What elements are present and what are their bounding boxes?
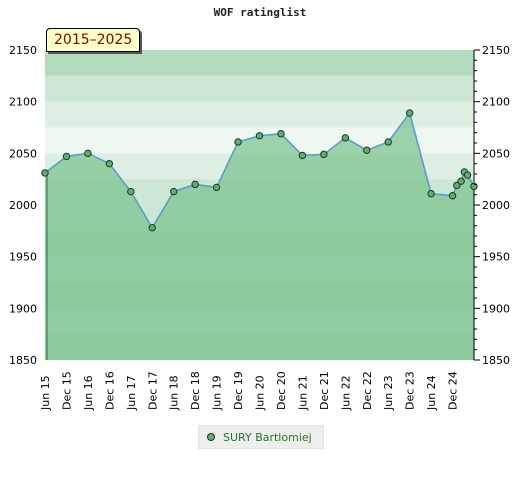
data-point [427, 189, 435, 198]
chart-title: WOF ratinglist [213, 6, 307, 19]
y-tick-label-left: 2050 [9, 147, 37, 160]
y-tick-label-left: 2000 [9, 199, 37, 212]
x-tick-label: Dec 21 [318, 371, 331, 410]
y-tick-label-left: 1850 [9, 354, 37, 367]
data-point [191, 180, 199, 189]
data-point [170, 187, 178, 196]
x-tick-label: Dec 20 [275, 371, 288, 410]
y-tick-label-left: 1950 [9, 251, 37, 264]
data-point [448, 192, 457, 200]
x-tick-label: Jun 21 [296, 375, 309, 411]
data-point [320, 150, 328, 159]
data-point [384, 138, 392, 146]
data-point [234, 138, 242, 146]
x-tick-label: Jun 15 [39, 375, 52, 411]
data-point [363, 146, 371, 154]
data-point [212, 183, 221, 192]
y-tick-label-right: 2100 [482, 96, 510, 109]
legend-marker-icon [207, 433, 215, 441]
data-point [62, 152, 71, 161]
x-tick-label: Jun 16 [82, 375, 95, 411]
x-tick-label: Dec 22 [361, 371, 374, 410]
x-tick-label: Jun 24 [425, 375, 438, 411]
y-tick-label-right: 1900 [482, 302, 510, 315]
x-tick-label: Dec 24 [447, 371, 460, 410]
data-point [255, 132, 264, 140]
x-tick-label: Dec 23 [404, 371, 417, 410]
data-point [41, 169, 49, 177]
legend: SURY Bartlomiej [198, 425, 324, 449]
rating-area [45, 113, 474, 361]
y-axis-right: 1850 1900 1950 2000 2050 2100 2150 [474, 44, 510, 367]
x-tick-label: Dec 17 [146, 371, 159, 410]
x-tick-label: Jun 22 [339, 375, 352, 411]
period-badge: 2015–2025 [46, 28, 141, 52]
x-tick-label: Dec 16 [103, 371, 116, 410]
data-point [298, 151, 307, 160]
background-band [45, 50, 474, 76]
y-tick-label-left: 2150 [9, 44, 37, 57]
x-tick-label: Jun 19 [211, 375, 224, 411]
y-tick-label-right: 2000 [482, 199, 510, 212]
data-point [463, 171, 472, 179]
rating-area-fill [45, 113, 474, 361]
y-tick-label-right: 2050 [482, 147, 510, 160]
x-tick-label: Dec 18 [189, 371, 202, 410]
x-tick-label: Jun 23 [382, 375, 395, 411]
x-tick-label: Dec 15 [60, 371, 73, 410]
y-tick-label-left: 1900 [9, 302, 37, 315]
legend-label: SURY Bartlomiej [223, 430, 312, 444]
x-tick-label: Jun 18 [168, 375, 181, 411]
x-tick-label: Jun 20 [254, 375, 267, 411]
rating-points [41, 109, 478, 232]
data-point [84, 149, 92, 158]
data-point [127, 187, 135, 196]
data-point [105, 159, 114, 168]
data-point [405, 109, 414, 117]
y-tick-label-right: 1850 [482, 354, 510, 367]
data-point [341, 134, 349, 142]
data-point [148, 224, 156, 232]
y-tick-label-right: 1950 [482, 251, 510, 264]
background-band [45, 75, 474, 102]
x-tick-label: Dec 19 [232, 371, 245, 410]
y-axis-left: 1850 1900 1950 2000 2050 2100 2150 [9, 44, 37, 367]
x-tick-label: Jun 17 [125, 375, 138, 411]
data-point [277, 130, 285, 138]
x-axis: Jun 15 Dec 15 Jun 16 Dec 16 Jun 17 Dec 17 Jun … [39, 371, 460, 411]
data-point [457, 177, 465, 185]
y-tick-label-left: 2100 [9, 96, 37, 109]
y-tick-label-right: 2150 [482, 44, 510, 57]
